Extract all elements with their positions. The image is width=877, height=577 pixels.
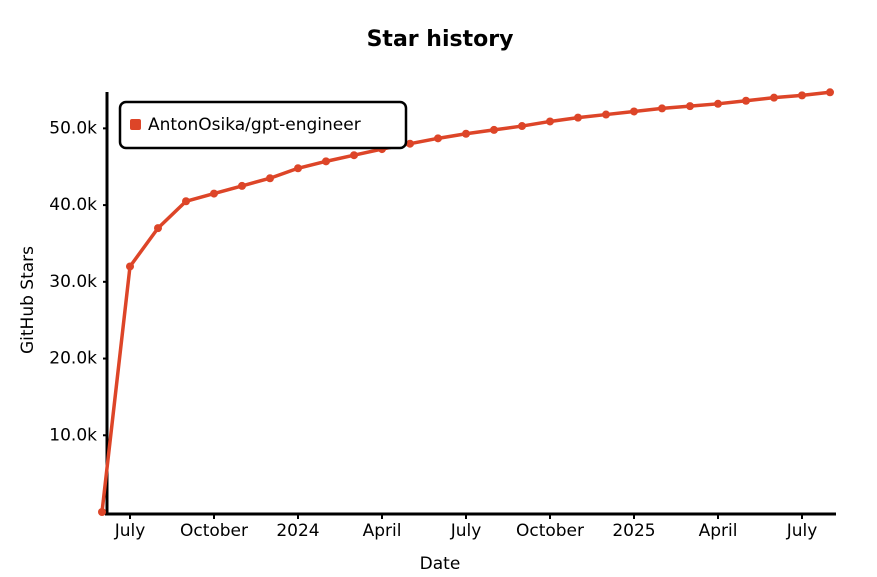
data-point: [210, 189, 218, 198]
data-point: [322, 157, 330, 166]
data-point: [238, 181, 246, 190]
legend-label: AntonOsika/gpt-engineer: [148, 115, 361, 135]
data-point: [798, 91, 806, 100]
y-tick-label: 20.0k: [49, 349, 97, 369]
legend-swatch: [130, 119, 141, 130]
data-point: [266, 174, 274, 183]
x-tick-label: 2025: [612, 521, 655, 541]
x-axis-label: Date: [420, 554, 461, 574]
data-point: [742, 96, 750, 105]
data-point: [574, 113, 582, 122]
data-point: [294, 164, 302, 173]
x-tick-label: July: [786, 521, 818, 541]
data-point: [770, 93, 778, 102]
data-point: [658, 104, 666, 113]
data-point: [714, 99, 722, 108]
x-tick-label: April: [699, 521, 738, 541]
data-point: [602, 110, 610, 119]
y-tick-label: 50.0k: [49, 118, 97, 138]
data-point: [462, 129, 470, 138]
legend-box: [118, 100, 408, 150]
x-tick-label: April: [363, 521, 402, 541]
x-tick-label: October: [180, 521, 248, 541]
y-tick-label: 10.0k: [49, 425, 97, 445]
y-axis-label: GitHub Stars: [18, 246, 38, 354]
x-tick-label: July: [114, 521, 146, 541]
data-point: [434, 134, 442, 143]
x-tick-label: October: [516, 521, 584, 541]
data-point: [154, 224, 162, 233]
data-point: [182, 197, 190, 206]
chart-title: Star history: [367, 27, 514, 52]
data-point: [630, 107, 638, 116]
x-tick-label: 2024: [276, 521, 319, 541]
data-point: [350, 151, 358, 160]
data-point: [546, 117, 554, 126]
data-point: [98, 508, 106, 516]
data-point: [126, 262, 134, 271]
y-tick-label: 40.0k: [49, 195, 97, 215]
data-point: [490, 125, 498, 134]
data-point: [826, 88, 834, 97]
x-tick-label: July: [450, 521, 482, 541]
data-point: [406, 139, 414, 148]
data-point: [518, 122, 526, 131]
data-point: [686, 102, 694, 111]
y-tick-label: 30.0k: [49, 272, 97, 292]
series-line: [100, 90, 832, 514]
